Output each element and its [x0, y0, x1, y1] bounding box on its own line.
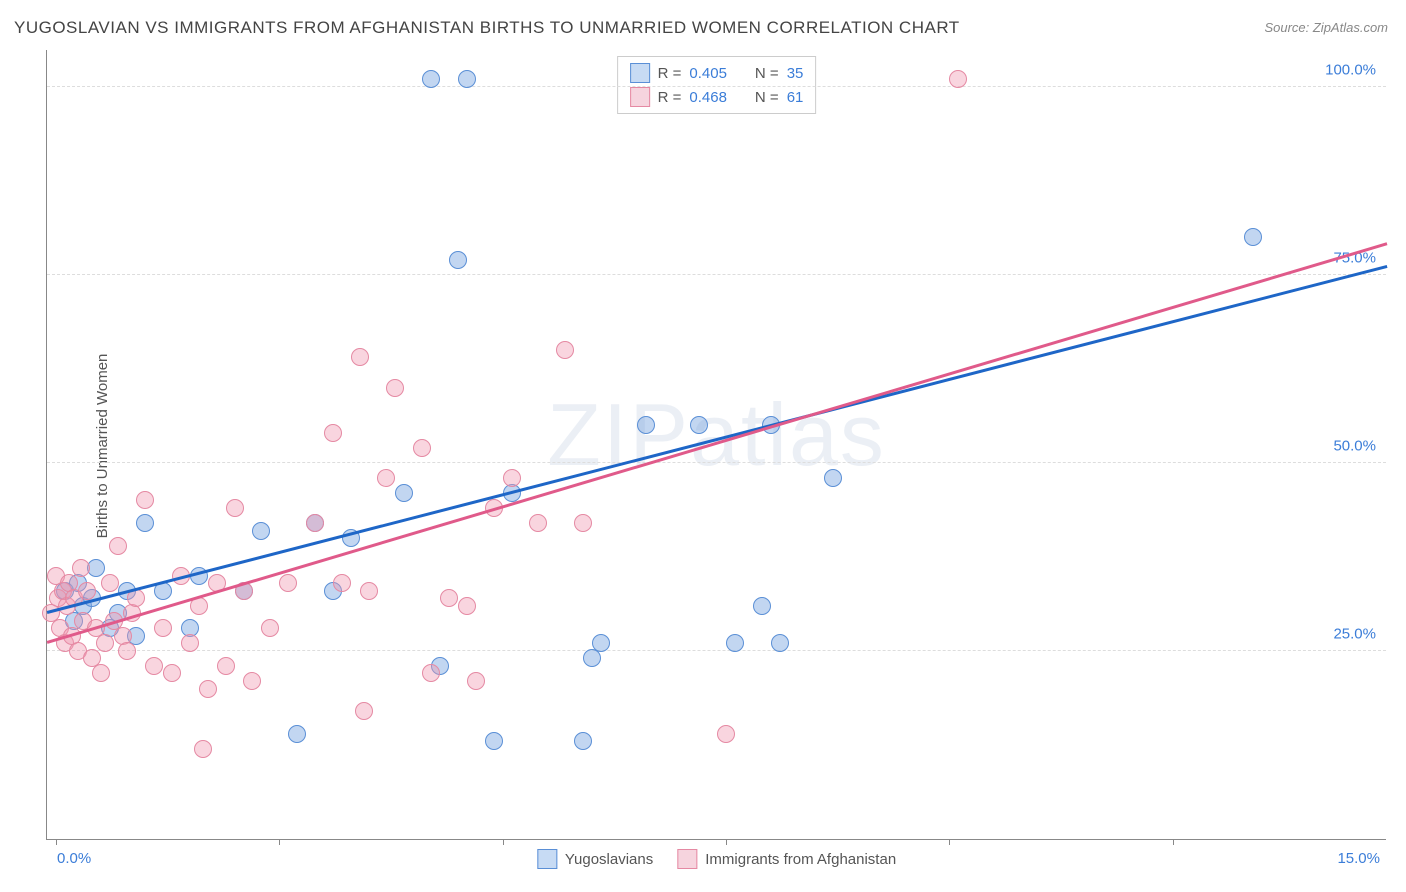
data-point	[92, 664, 110, 682]
data-point	[72, 559, 90, 577]
source-label: Source: ZipAtlas.com	[1264, 20, 1388, 35]
data-point	[181, 634, 199, 652]
data-point	[386, 379, 404, 397]
x-tick-mark	[726, 839, 727, 845]
data-point	[574, 732, 592, 750]
data-point	[324, 424, 342, 442]
y-tick-label: 25.0%	[1333, 625, 1376, 642]
data-point	[243, 672, 261, 690]
data-point	[395, 484, 413, 502]
data-point	[1244, 228, 1262, 246]
stats-n-label: N =	[755, 89, 779, 106]
legend-item: Yugoslavians	[537, 849, 653, 869]
legend-swatch	[677, 849, 697, 869]
data-point	[592, 634, 610, 652]
data-point	[440, 589, 458, 607]
gridline-h	[47, 86, 1386, 87]
data-point	[288, 725, 306, 743]
gridline-h	[47, 462, 1386, 463]
data-point	[101, 574, 119, 592]
x-tick-mark	[56, 839, 57, 845]
data-point	[194, 740, 212, 758]
data-point	[824, 469, 842, 487]
data-point	[717, 725, 735, 743]
data-point	[226, 499, 244, 517]
stats-r-label: R =	[658, 65, 682, 82]
stats-n-value: 61	[787, 89, 804, 106]
data-point	[422, 664, 440, 682]
data-point	[261, 619, 279, 637]
data-point	[163, 664, 181, 682]
data-point	[377, 469, 395, 487]
data-point	[690, 416, 708, 434]
data-point	[949, 70, 967, 88]
data-point	[136, 514, 154, 532]
data-point	[109, 537, 127, 555]
data-point	[217, 657, 235, 675]
data-point	[503, 469, 521, 487]
data-point	[154, 619, 172, 637]
trend-line	[47, 265, 1388, 614]
data-point	[360, 582, 378, 600]
x-tick-label-right: 15.0%	[1337, 850, 1380, 867]
legend-swatch	[630, 87, 650, 107]
gridline-h	[47, 650, 1386, 651]
data-point	[574, 514, 592, 532]
legend-swatch	[630, 63, 650, 83]
chart-title: YUGOSLAVIAN VS IMMIGRANTS FROM AFGHANIST…	[14, 18, 960, 38]
legend-swatch	[537, 849, 557, 869]
data-point	[96, 634, 114, 652]
data-point	[467, 672, 485, 690]
data-point	[449, 251, 467, 269]
data-point	[458, 597, 476, 615]
data-point	[771, 634, 789, 652]
data-point	[333, 574, 351, 592]
data-point	[753, 597, 771, 615]
data-point	[556, 341, 574, 359]
data-point	[118, 642, 136, 660]
data-point	[306, 514, 324, 532]
stats-r-value: 0.405	[689, 65, 727, 82]
data-point	[529, 514, 547, 532]
data-point	[458, 70, 476, 88]
legend-label: Yugoslavians	[565, 851, 653, 868]
stats-n-label: N =	[755, 65, 779, 82]
data-point	[351, 348, 369, 366]
stats-n-value: 35	[787, 65, 804, 82]
legend-bottom: Yugoslavians Immigrants from Afghanistan	[537, 849, 896, 869]
plot-area: ZIPatlas R =0.405N =35R =0.468N =61 Yugo…	[46, 50, 1386, 840]
data-point	[78, 582, 96, 600]
stats-row: R = 0.405 N = 35	[630, 61, 804, 85]
data-point	[355, 702, 373, 720]
y-tick-label: 100.0%	[1325, 61, 1376, 78]
data-point	[279, 574, 297, 592]
data-point	[136, 491, 154, 509]
legend-item: Immigrants from Afghanistan	[677, 849, 896, 869]
data-point	[726, 634, 744, 652]
data-point	[637, 416, 655, 434]
x-tick-mark	[279, 839, 280, 845]
stats-r-label: R =	[658, 89, 682, 106]
x-tick-mark	[1173, 839, 1174, 845]
stats-r-value: 0.468	[689, 89, 727, 106]
x-tick-mark	[503, 839, 504, 845]
legend-label: Immigrants from Afghanistan	[705, 851, 896, 868]
data-point	[485, 732, 503, 750]
data-point	[199, 680, 217, 698]
data-point	[422, 70, 440, 88]
x-tick-label-left: 0.0%	[57, 850, 91, 867]
stats-row: R = 0.468 N = 61	[630, 85, 804, 109]
data-point	[413, 439, 431, 457]
data-point	[252, 522, 270, 540]
trend-line	[47, 242, 1388, 643]
x-tick-mark	[949, 839, 950, 845]
gridline-h	[47, 274, 1386, 275]
y-tick-label: 50.0%	[1333, 437, 1376, 454]
data-point	[145, 657, 163, 675]
